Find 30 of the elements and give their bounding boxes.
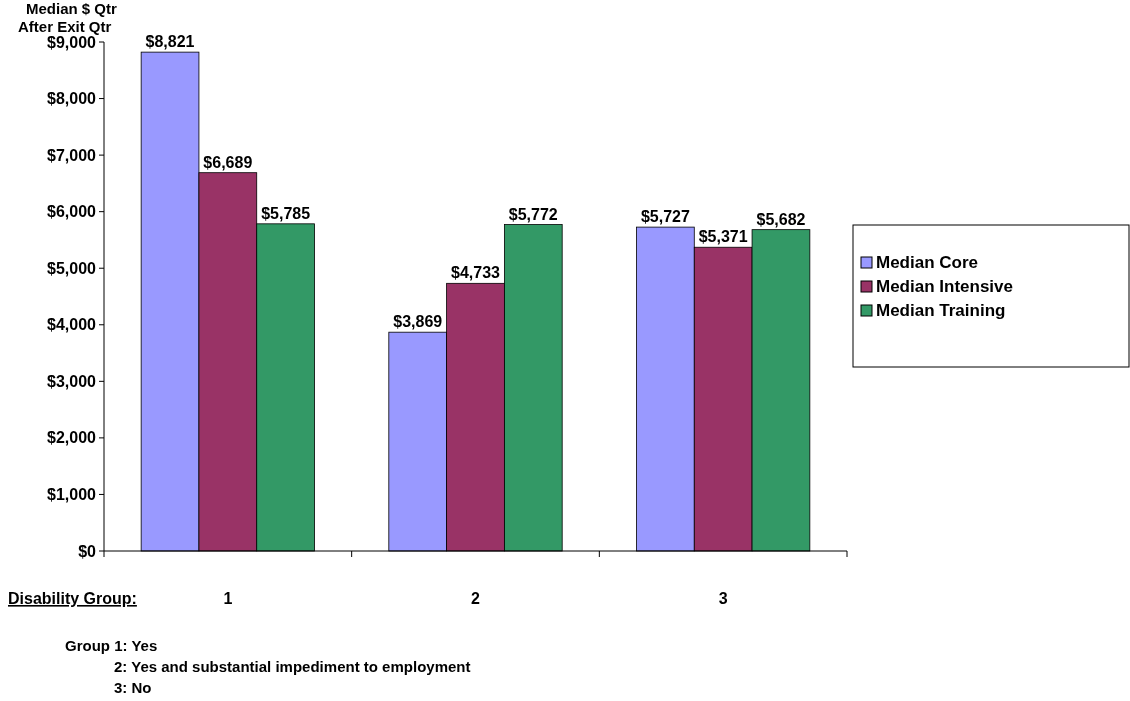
- data-label: $8,821: [145, 33, 195, 51]
- data-label: $4,733: [451, 264, 501, 282]
- y-tick-label: $3,000: [47, 372, 97, 390]
- text: 2: Yes and substantial impediment to employment: [114, 658, 471, 675]
- data-label: $5,682: [756, 210, 806, 228]
- y-axis-title: Median $ Qtr After Exit Qtr: [18, 0, 118, 35]
- y-tick-label: $9,000: [47, 33, 97, 51]
- x-tick-label: 2: [471, 590, 481, 607]
- data-label: $3,869: [393, 313, 443, 331]
- y-tick-label: $4,000: [47, 316, 97, 334]
- data-label: $5,371: [698, 228, 748, 246]
- y-tick-label: $8,000: [47, 90, 97, 108]
- legend-label: Median Intensive: [876, 277, 1013, 296]
- data-label: $5,785: [261, 204, 311, 222]
- y-tick-label: $0: [78, 542, 97, 560]
- text: 3: No: [114, 679, 152, 696]
- legend-label: Median Core: [876, 253, 979, 272]
- y-tick-label: $7,000: [47, 146, 97, 164]
- y-tick-label: $2,000: [47, 429, 97, 447]
- data-label: $5,727: [640, 208, 690, 226]
- x-tick-label: 1: [223, 590, 233, 607]
- legend-label: Median Training: [876, 301, 1006, 320]
- y-tick-label: $5,000: [47, 259, 97, 277]
- x-tick-label: 3: [718, 590, 728, 607]
- text: Group 1: Yes: [65, 637, 158, 654]
- y-tick-label: $6,000: [47, 203, 97, 221]
- data-label: $6,689: [203, 153, 253, 171]
- data-label: $5,772: [508, 205, 558, 223]
- x-axis-title: Disability Group:: [8, 590, 137, 607]
- y-tick-label: $1,000: [47, 486, 97, 504]
